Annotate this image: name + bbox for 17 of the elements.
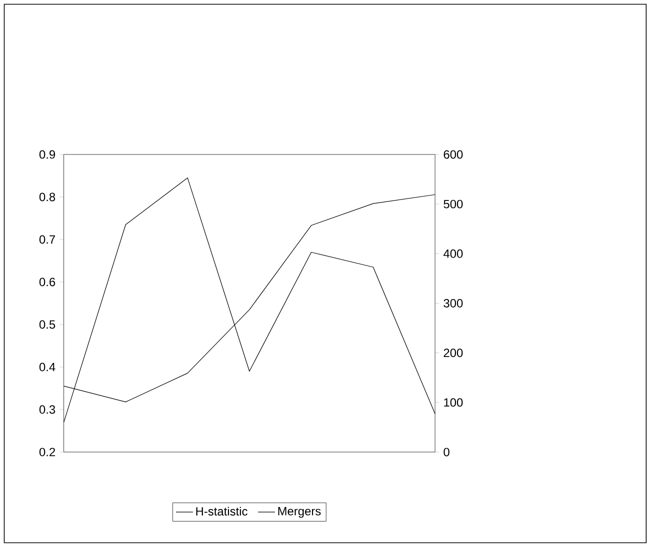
y2-tick-label: 300: [444, 299, 463, 308]
y2-tick-label: 600: [444, 150, 463, 159]
legend-label: Mergers: [278, 507, 321, 518]
y2-tick-label: 400: [443, 249, 463, 258]
y2-tick-label: 0: [444, 448, 450, 456]
y-tick-label: 0.4: [39, 362, 56, 372]
y2-tick-label: 100: [444, 398, 463, 407]
y-tick-label: 0.3: [39, 405, 56, 414]
y2-tick-label: 200: [444, 348, 463, 358]
y2-tick-label: 500: [444, 200, 463, 208]
y-tick-label: 0.7: [39, 235, 55, 244]
y-tick-label: 0.8: [39, 192, 56, 202]
y-tick-label: 0.2: [39, 448, 55, 456]
legend-label: H-statistic: [196, 506, 248, 516]
y-tick-label: 0.9: [39, 150, 56, 159]
y-tick-label: 0.6: [39, 278, 56, 286]
y-tick-label: 0.5: [39, 320, 56, 329]
